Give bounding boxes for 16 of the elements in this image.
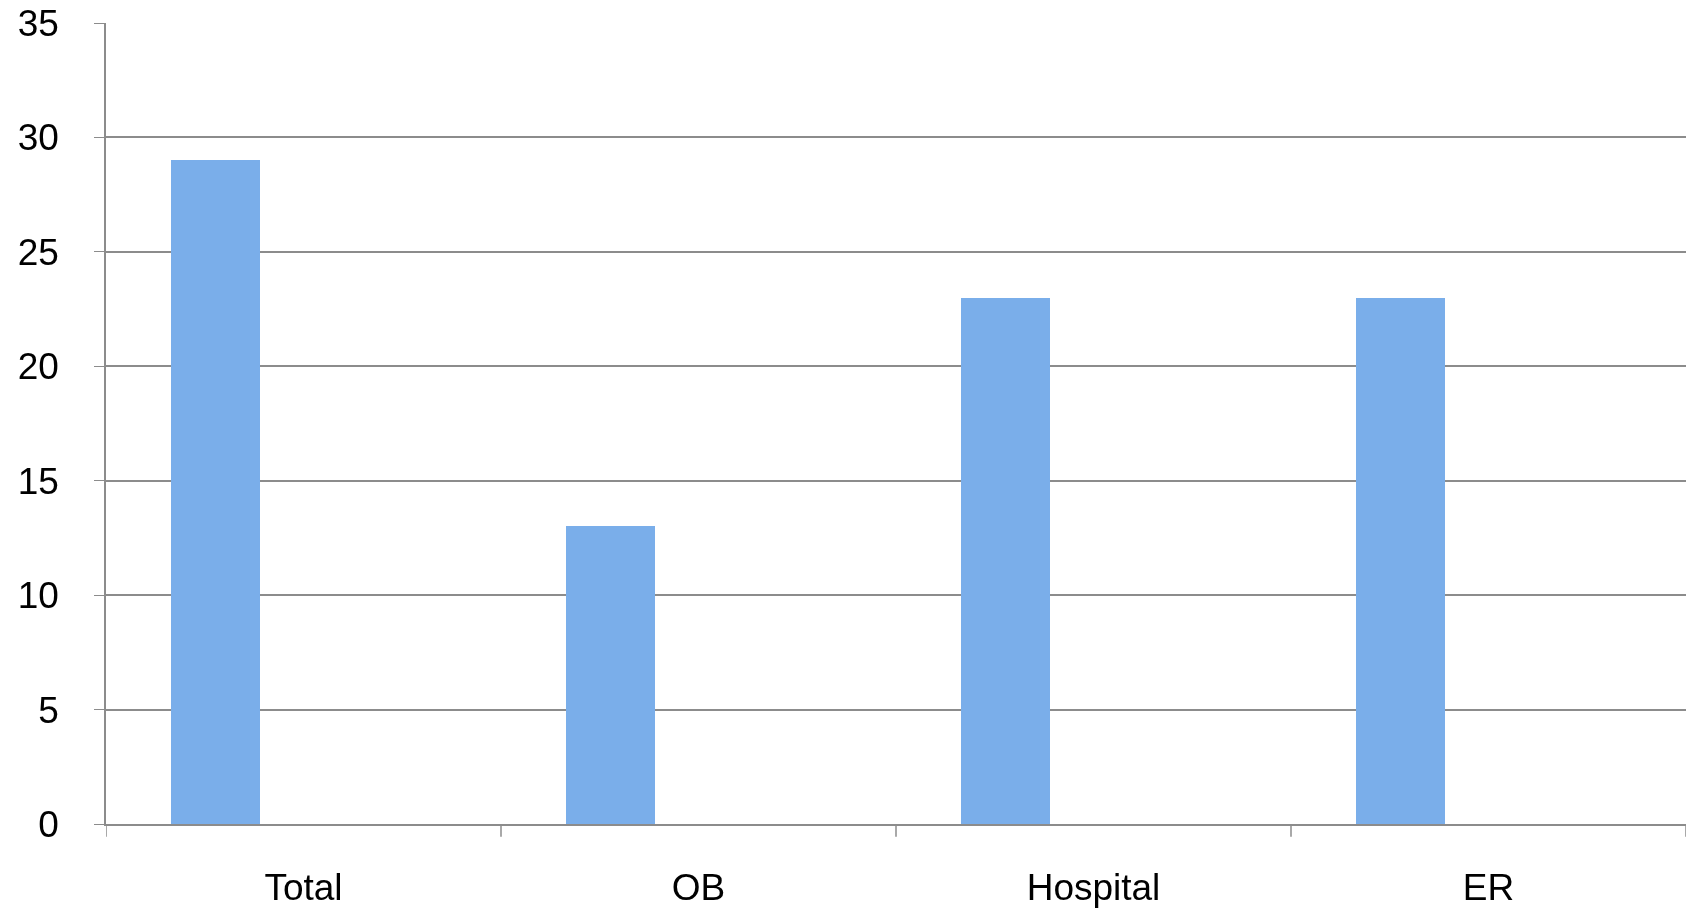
bar (961, 298, 1050, 824)
x-tick-label: Total (264, 867, 343, 909)
y-tick-label: 35 (17, 2, 59, 44)
y-tick-label: 15 (17, 460, 59, 502)
bar (1356, 298, 1445, 824)
y-tick-label: 25 (17, 231, 59, 273)
bar (171, 160, 260, 824)
x-tick-label: OB (671, 867, 726, 909)
y-tick-label: 10 (17, 575, 59, 617)
x-tick-label: ER (1462, 867, 1515, 909)
y-tick-label: 5 (38, 689, 59, 731)
y-tick-label: 30 (17, 117, 59, 159)
bar (566, 526, 655, 824)
x-tick-label: Hospital (1026, 867, 1161, 909)
y-tick-label: 20 (17, 346, 59, 388)
y-tick-label: 0 (38, 803, 59, 845)
